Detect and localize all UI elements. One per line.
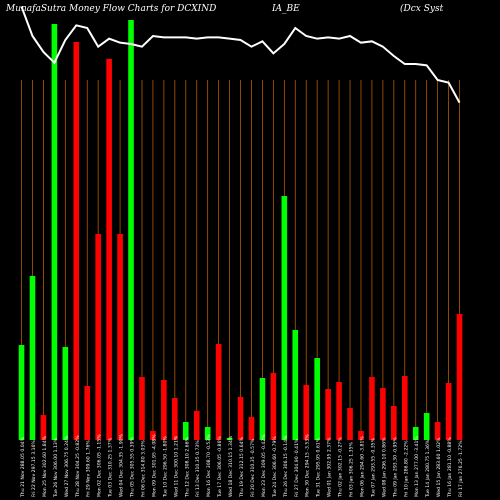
x-tick-label: Fri 13 Dec 310.35 0.73% bbox=[195, 440, 201, 497]
money-flow-bar bbox=[182, 422, 189, 440]
money-flow-bar bbox=[380, 388, 386, 440]
money-flow-bar bbox=[62, 347, 69, 440]
x-tick-label: Mon 23 Dec 309.05 -0.42% bbox=[261, 434, 267, 497]
money-flow-bar bbox=[456, 314, 463, 440]
money-flow-bar bbox=[73, 42, 80, 440]
x-tick-label: Thu 05 Dec 305.55 0.39% bbox=[130, 436, 136, 498]
money-flow-bar bbox=[412, 427, 419, 440]
money-flow-bar bbox=[423, 413, 430, 440]
money-flow-bar bbox=[248, 417, 255, 440]
x-tick-label: Fri 06 Dec 314.80 3.03% bbox=[140, 440, 146, 497]
chart-title-part3: (Dcx Syst bbox=[400, 4, 444, 14]
money-flow-bar bbox=[314, 358, 320, 440]
money-flow-bar bbox=[336, 382, 342, 440]
x-tick-label: Wed 01 Jan 302.95 2.37% bbox=[327, 437, 333, 497]
money-flow-bar bbox=[40, 415, 47, 440]
x-tick-label: Fri 03 Jan 306.25 1.35% bbox=[349, 441, 355, 497]
x-tick-label: Thu 19 Dec 312.15 0.64% bbox=[239, 436, 245, 498]
money-flow-bar bbox=[391, 406, 397, 440]
money-flow-bar bbox=[358, 431, 364, 440]
x-tick-label: Thu 02 Jan 302.15 -0.27% bbox=[338, 437, 344, 498]
x-tick-label: Wed 04 Dec 304.35 -1.90% bbox=[119, 433, 125, 497]
x-tick-label: Thu 21 Nov 288.05 0.04% bbox=[20, 436, 26, 498]
x-tick-label: Fri 17 Jan 276.25 -1.72% bbox=[458, 440, 464, 497]
x-tick-label: Fri 20 Dec 310.35 -0.57% bbox=[250, 438, 256, 497]
x-tick-label: Tue 03 Dec 310.25 1.37% bbox=[108, 437, 114, 498]
x-tick-label: Wed 15 Jan 283.60 1.02% bbox=[436, 437, 442, 497]
x-tick-label: Wed 11 Dec 300.10 1.21% bbox=[173, 435, 179, 497]
money-flow-bar bbox=[51, 24, 58, 440]
x-tick-label: Tue 24 Dec 306.60 -0.79% bbox=[272, 436, 278, 498]
money-flow-bar bbox=[325, 389, 331, 440]
x-tick-label: Fri 27 Dec 304.90 -0.41% bbox=[294, 438, 300, 497]
money-flow-bar bbox=[161, 380, 167, 440]
money-flow-bar bbox=[172, 398, 178, 440]
money-flow-bar bbox=[292, 330, 299, 440]
x-tick-label: Tue 17 Dec 306.05 -0.86% bbox=[217, 436, 223, 498]
x-tick-label: Mon 09 Dec 301.95 -4.08% bbox=[151, 434, 157, 497]
money-flow-bar bbox=[95, 234, 101, 440]
x-tick-label: Mon 13 Jan 277.00 -3.41% bbox=[414, 436, 420, 497]
money-flow-bar bbox=[18, 345, 25, 440]
x-tick-label: Thu 16 Jan 281.10 -0.88% bbox=[447, 437, 453, 498]
money-flow-bar bbox=[106, 59, 112, 440]
money-flow-bar bbox=[270, 373, 277, 440]
money-flow-bar bbox=[369, 377, 375, 440]
money-flow-bar bbox=[303, 385, 310, 440]
x-tick-label: Wed 08 Jan 296.10 0.86% bbox=[381, 437, 387, 497]
money-flow-bar bbox=[139, 377, 145, 440]
money-flow-bar bbox=[237, 397, 244, 440]
money-flow-bar bbox=[259, 378, 266, 440]
x-tick-label: Thu 28 Nov 304.25 -0.82% bbox=[75, 435, 81, 498]
price-line bbox=[20, 6, 461, 104]
x-tick-label: Mon 30 Dec 294.15 -3.53% bbox=[305, 434, 311, 497]
money-flow-bar bbox=[193, 411, 200, 440]
x-tick-label: Mon 06 Jan 294.60 -3.81% bbox=[359, 436, 365, 497]
money-flow-bar bbox=[150, 431, 156, 440]
x-tick-label: Tue 14 Jan 280.75 1.36% bbox=[425, 439, 431, 498]
x-tick-label: Tue 10 Dec 296.50 -1.80% bbox=[162, 436, 168, 498]
money-flow-bar bbox=[117, 234, 123, 440]
money-flow-bar bbox=[401, 376, 408, 440]
money-flow-bar bbox=[84, 386, 91, 440]
money-flow-bar bbox=[347, 408, 353, 440]
money-flow-bar bbox=[29, 276, 36, 440]
x-tick-label: Thu 26 Dec 306.15 -0.14% bbox=[283, 435, 289, 498]
money-flow-bar bbox=[434, 422, 441, 440]
x-tick-label: Fri 22 Nov 297.15 3.16% bbox=[31, 440, 37, 497]
x-tick-label: Thu 12 Dec 308.10 2.66% bbox=[184, 436, 190, 498]
chart-title-part1: MunafaSutra Money Flow Charts for DCXIND bbox=[6, 4, 217, 14]
x-tick-label: Mon 02 Dec 306.05 -1.15% bbox=[97, 434, 103, 497]
x-tick-label: Fri 10 Jan 286.80 -2.22% bbox=[403, 440, 409, 497]
money-flow-bar bbox=[128, 20, 134, 440]
x-tick-label: Wed 27 Nov 306.75 0.24% bbox=[64, 435, 70, 497]
x-tick-label: Wed 18 Dec 310.15 1.34% bbox=[228, 435, 234, 497]
x-tick-label: Thu 09 Jan 293.30 -0.95% bbox=[392, 437, 398, 498]
money-flow-bar bbox=[215, 344, 222, 440]
x-tick-label: Tue 07 Jan 293.55 -0.35% bbox=[370, 437, 376, 498]
x-tick-label: Tue 26 Nov 306.00 1.13% bbox=[53, 437, 59, 498]
x-tick-label: Mon 16 Dec 308.70 -0.53% bbox=[206, 434, 212, 497]
x-tick-label: Mon 25 Nov 302.60 1.84% bbox=[42, 435, 48, 497]
money-flow-bar bbox=[226, 438, 233, 440]
x-tick-label: Tue 31 Dec 295.95 0.61% bbox=[316, 437, 322, 498]
chart-title-part2: IA_BE bbox=[272, 4, 300, 14]
money-flow-bar bbox=[204, 427, 211, 440]
money-flow-bar bbox=[281, 196, 288, 440]
x-tick-label: Fri 29 Nov 309.60 1.76% bbox=[86, 440, 92, 497]
money-flow-bar bbox=[445, 383, 452, 440]
